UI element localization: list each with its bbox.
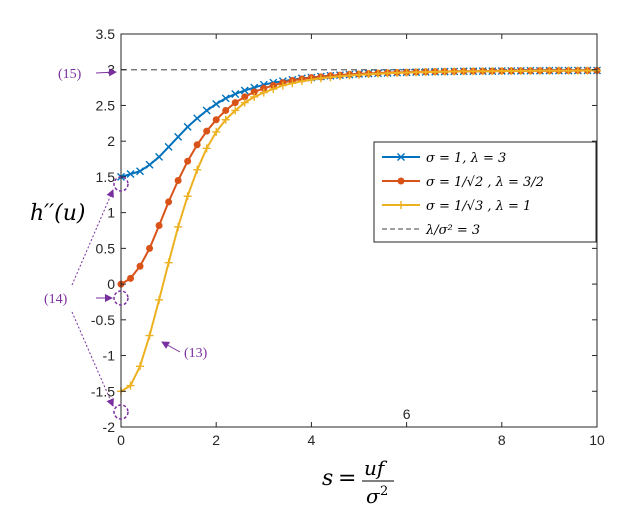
data-point bbox=[397, 153, 405, 161]
svg-text:uf: uf bbox=[364, 456, 388, 480]
annotation-13: (13) bbox=[184, 346, 208, 361]
arrow-13 bbox=[161, 341, 181, 353]
data-point bbox=[222, 106, 230, 114]
svg-text:2: 2 bbox=[380, 484, 388, 499]
y-tick-label: 0.5 bbox=[96, 240, 116, 256]
data-point bbox=[136, 167, 145, 176]
data-point bbox=[221, 94, 230, 103]
data-point bbox=[145, 160, 154, 169]
data-point bbox=[164, 142, 173, 151]
plot-frame bbox=[120, 33, 598, 428]
x-tick-label: 4 bbox=[308, 432, 316, 448]
data-point bbox=[165, 198, 173, 206]
data-point bbox=[174, 176, 182, 184]
data-point bbox=[126, 170, 135, 179]
data-point bbox=[240, 86, 249, 95]
y-tick-label: -1 bbox=[103, 348, 116, 364]
y-tick-label: 0 bbox=[107, 276, 115, 292]
svg-text:=: = bbox=[338, 466, 356, 491]
y-tick-label: 1.5 bbox=[96, 169, 116, 185]
data-point bbox=[183, 122, 192, 131]
x-axis-label: s = uf σ 2 bbox=[322, 456, 394, 508]
y-tick-label: -1.5 bbox=[91, 383, 115, 399]
data-point bbox=[231, 90, 240, 99]
data-point bbox=[155, 221, 163, 229]
legend-label: σ = 1/√3 , λ = 1 bbox=[426, 199, 531, 214]
data-point bbox=[155, 152, 164, 161]
y-tick-label: 1 bbox=[107, 205, 115, 221]
data-point bbox=[203, 127, 211, 135]
annotation-circle-top bbox=[113, 176, 129, 192]
arrow-14-down bbox=[71, 311, 114, 407]
data-point bbox=[136, 262, 144, 270]
data-point bbox=[212, 116, 220, 124]
data-point bbox=[174, 132, 183, 141]
series-2 bbox=[117, 66, 601, 396]
legend-box bbox=[373, 141, 597, 243]
data-point bbox=[202, 106, 211, 115]
annotation-15: (15) bbox=[58, 67, 82, 82]
annotation-markers bbox=[113, 176, 129, 420]
legend: σ = 1, λ = 3 σ = 1/√2 , λ = 3/2 σ = 1/√3 ,… bbox=[373, 141, 597, 243]
y-tick-label: 3.5 bbox=[96, 26, 116, 42]
svg-text:s: s bbox=[322, 466, 333, 491]
data-point bbox=[193, 141, 201, 149]
series-layer bbox=[117, 66, 601, 396]
annotation-circle-bottom bbox=[113, 404, 129, 420]
x-tick-label: 10 bbox=[589, 432, 605, 448]
data-point bbox=[397, 177, 405, 185]
legend-label: λ/σ² = 3 bbox=[425, 223, 480, 238]
y-axis-label: h′′(u) bbox=[30, 201, 86, 226]
annotation-14: (14) bbox=[44, 292, 68, 307]
x-tick-label: 0 bbox=[117, 432, 125, 448]
annotation-circle-mid bbox=[113, 290, 129, 306]
y-tick-label: 3 bbox=[107, 62, 115, 78]
data-point bbox=[212, 100, 221, 109]
legend-label: σ = 1/√2 , λ = 3/2 bbox=[426, 175, 544, 190]
annotation-arrows bbox=[71, 68, 181, 407]
data-point bbox=[127, 274, 135, 282]
y-tick-label: -2 bbox=[103, 419, 116, 435]
x-tick-label: 8 bbox=[498, 432, 506, 448]
svg-text:σ: σ bbox=[366, 484, 381, 508]
data-point bbox=[193, 114, 202, 123]
data-point bbox=[146, 244, 154, 252]
y-tick-label: 2.5 bbox=[96, 97, 116, 113]
data-point bbox=[184, 157, 192, 165]
data-point bbox=[231, 99, 239, 107]
arrow-14-up bbox=[71, 189, 114, 286]
x-tick-label: 6 bbox=[403, 406, 411, 422]
y-tick-label: 2 bbox=[107, 133, 115, 149]
arrow-15 bbox=[95, 68, 117, 77]
x-tick-label: 2 bbox=[212, 432, 220, 448]
y-tick-label: -0.5 bbox=[91, 312, 115, 328]
legend-label: σ = 1, λ = 3 bbox=[426, 151, 506, 166]
